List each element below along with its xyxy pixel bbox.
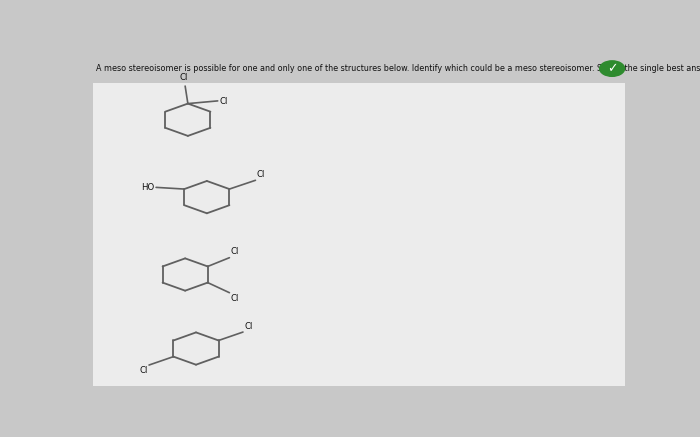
Text: Cl: Cl — [244, 322, 253, 331]
Text: Cl: Cl — [219, 97, 228, 106]
Text: Cl: Cl — [179, 73, 188, 83]
Text: Cl: Cl — [256, 170, 265, 179]
FancyBboxPatch shape — [93, 83, 624, 385]
Text: A meso stereoisomer is possible for one and only one of the structures below. Id: A meso stereoisomer is possible for one … — [96, 64, 700, 73]
Text: Cl: Cl — [139, 366, 148, 375]
Text: Cl: Cl — [230, 247, 239, 257]
Circle shape — [600, 61, 624, 76]
Text: HO: HO — [141, 183, 155, 192]
Text: Cl: Cl — [230, 294, 239, 303]
Text: ✓: ✓ — [607, 62, 617, 75]
